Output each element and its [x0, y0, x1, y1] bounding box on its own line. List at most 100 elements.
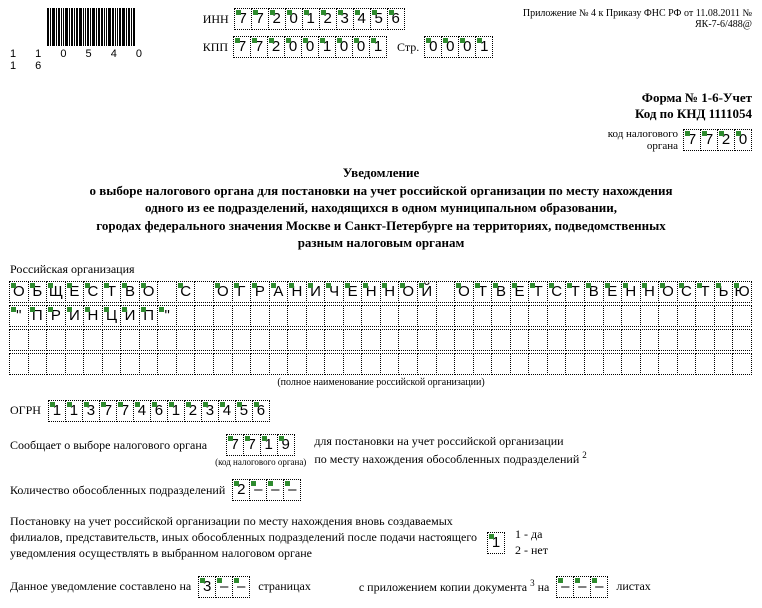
choice-description: для постановки на учет российской органи…	[314, 434, 586, 467]
cell	[528, 305, 548, 327]
cell	[436, 353, 456, 375]
cell	[565, 305, 585, 327]
cell	[380, 329, 400, 351]
cell	[65, 353, 85, 375]
cell	[695, 305, 715, 327]
cell: Й	[417, 281, 437, 303]
footer-t5: листах	[616, 579, 650, 594]
cell	[361, 353, 381, 375]
cell: 0	[285, 8, 303, 30]
cell: 7	[116, 400, 134, 422]
form-code-block: Форма № 1-6-Учет Код по КНД 1111054	[10, 90, 752, 122]
cell	[658, 353, 678, 375]
cell	[102, 353, 122, 375]
cell	[343, 353, 363, 375]
cell	[324, 329, 344, 351]
cell: "	[9, 305, 29, 327]
cell	[250, 353, 270, 375]
cell	[194, 353, 214, 375]
cell: 1	[475, 36, 493, 58]
cell	[640, 305, 660, 327]
cell: 0	[441, 36, 459, 58]
header-row: 1 1 0 5 4 0 1 6 ИНН 7720123456 КПП 77200…	[10, 8, 752, 72]
cell: 6	[252, 400, 270, 422]
cell	[120, 353, 140, 375]
cell	[194, 329, 214, 351]
cell: 5	[235, 400, 253, 422]
cell: 1	[167, 400, 185, 422]
org-name-row	[10, 329, 752, 351]
cell	[677, 305, 697, 327]
cell: О	[9, 281, 29, 303]
cell	[9, 353, 29, 375]
cell: 1	[260, 434, 278, 456]
cell	[380, 305, 400, 327]
cell	[324, 353, 344, 375]
cell: Е	[603, 281, 623, 303]
cell: 0	[424, 36, 442, 58]
cell	[46, 329, 66, 351]
cell: 2	[232, 479, 250, 501]
cell: 1	[369, 36, 387, 58]
cell	[473, 305, 493, 327]
cell	[528, 353, 548, 375]
cell	[621, 305, 641, 327]
cell	[436, 281, 456, 303]
barcode-number: 1 1 0 5 4 0 1 6	[10, 48, 173, 72]
cell: Ю	[732, 281, 752, 303]
cell	[510, 329, 530, 351]
cell: Ь	[714, 281, 734, 303]
cell	[102, 329, 122, 351]
yesno-cells: 1	[488, 532, 505, 554]
cell	[398, 329, 418, 351]
cell	[603, 353, 623, 375]
cell	[213, 329, 233, 351]
cell	[361, 305, 381, 327]
choice-sup: 2	[582, 450, 587, 460]
cell: 2	[267, 36, 285, 58]
cell	[603, 329, 623, 351]
cell: Н	[621, 281, 641, 303]
cell	[677, 353, 697, 375]
cell: О	[398, 281, 418, 303]
footer-t3: с приложением копии документа	[359, 580, 527, 594]
cell: 1	[48, 400, 66, 422]
cell	[343, 329, 363, 351]
cell: Т	[473, 281, 493, 303]
cell	[306, 305, 326, 327]
cell	[695, 329, 715, 351]
cell: –	[232, 576, 250, 598]
cell	[157, 281, 177, 303]
cell: О	[658, 281, 678, 303]
choice-text-2: по месту нахождения обособленных подразд…	[314, 452, 579, 466]
cell: 7	[99, 400, 117, 422]
cell	[677, 329, 697, 351]
cell	[213, 305, 233, 327]
cell: 0	[284, 36, 302, 58]
cell	[584, 329, 604, 351]
cell	[269, 329, 289, 351]
cell: Е	[343, 281, 363, 303]
cell	[324, 305, 344, 327]
cell	[714, 329, 734, 351]
cell	[547, 305, 567, 327]
cell: Е	[510, 281, 530, 303]
cell: –	[249, 479, 267, 501]
cell: Н	[83, 305, 103, 327]
footer-sup: 3	[530, 578, 535, 588]
cell: В	[120, 281, 140, 303]
choice-label: Сообщает о выборе налогового органа	[10, 438, 207, 453]
title-line: одного из ее подразделений, находящихся …	[16, 199, 746, 217]
cell: 7	[700, 129, 718, 151]
cell: А	[269, 281, 289, 303]
kpp-cells: 772001001	[234, 36, 387, 58]
cell	[473, 353, 493, 375]
choice-sublabel: (код налогового органа)	[215, 457, 306, 467]
cell: 4	[353, 8, 371, 30]
cell	[157, 353, 177, 375]
cell	[28, 329, 48, 351]
appendix-text: Приложение № 4 к Приказу ФНС РФ от 11.08…	[505, 8, 752, 30]
cell	[454, 329, 474, 351]
cell: О	[213, 281, 233, 303]
yesno-block: 1 1 - да 2 - нет	[488, 527, 548, 558]
